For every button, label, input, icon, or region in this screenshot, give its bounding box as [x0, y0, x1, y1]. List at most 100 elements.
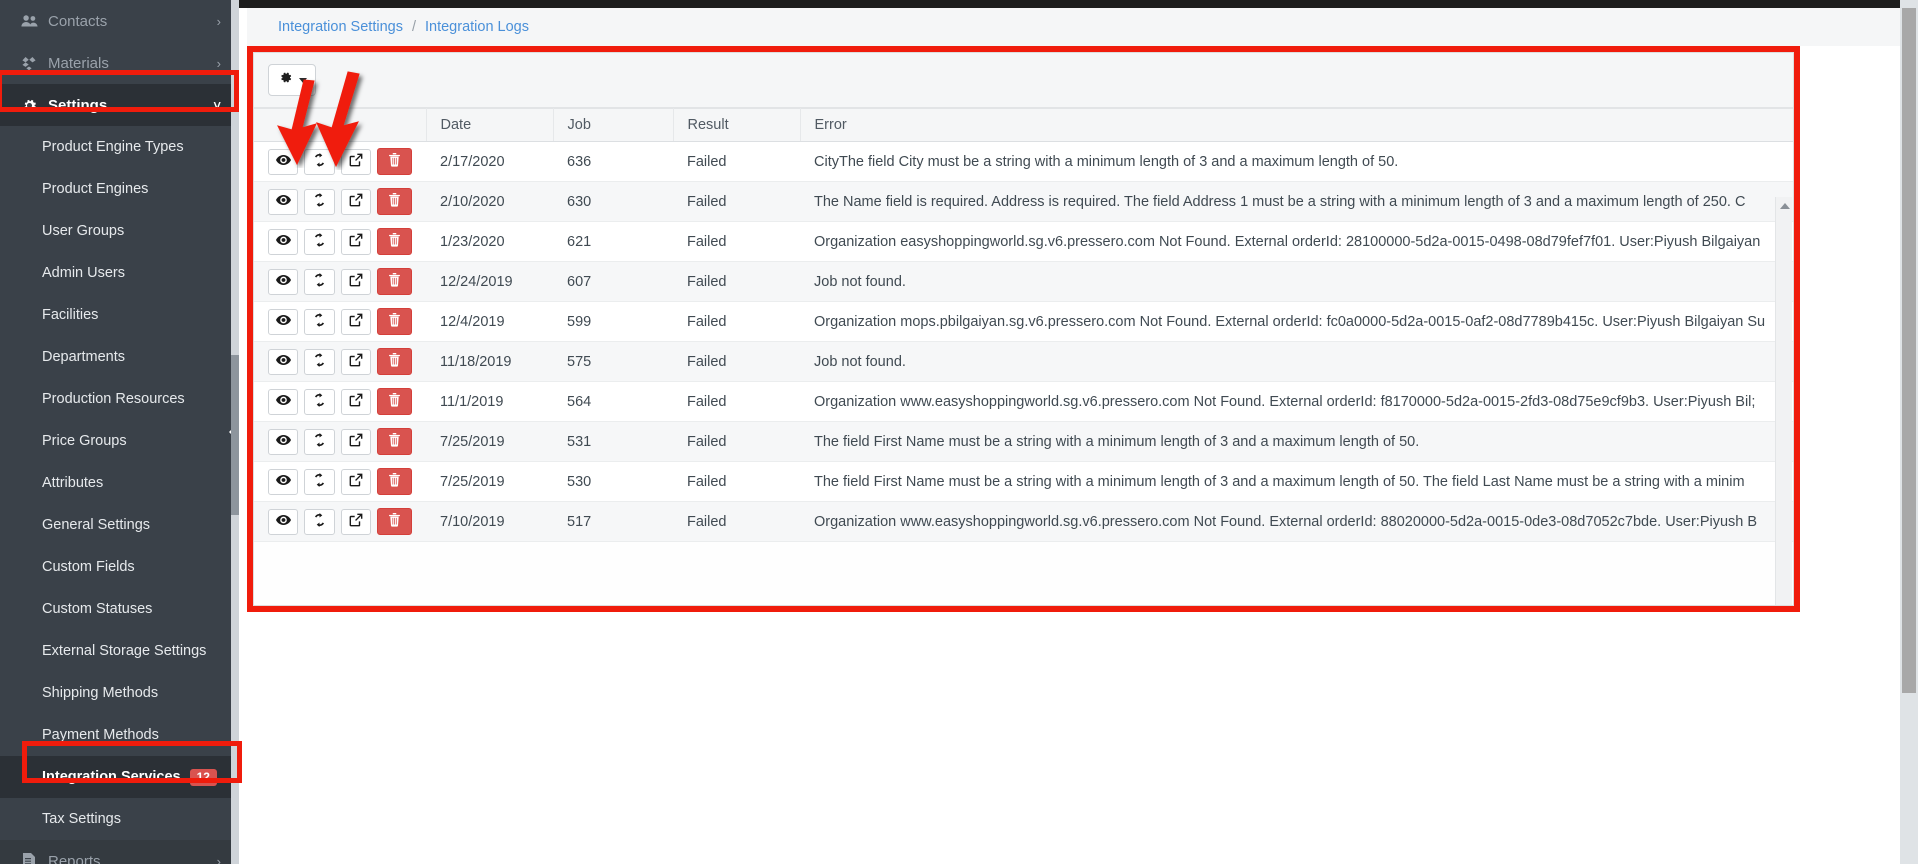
sidebar-item-label: User Groups — [42, 223, 125, 239]
cell-job: 575 — [553, 341, 673, 382]
cell-result: Failed — [673, 381, 800, 422]
view-button[interactable] — [268, 188, 299, 215]
sidebar-item-custom-fields[interactable]: Custom Fields — [0, 546, 239, 588]
col-header-error[interactable]: Error — [800, 108, 1793, 142]
page-scrollbar-thumb[interactable] — [1902, 8, 1916, 693]
table-row[interactable]: 12/24/2019 607 Failed Job not found. — [254, 261, 1793, 302]
table-row[interactable]: 7/25/2019 531 Failed The field First Name m… — [254, 421, 1793, 462]
external-link-button[interactable] — [340, 388, 371, 415]
sidebar-item-user-groups[interactable]: User Groups — [0, 210, 239, 252]
table-row[interactable]: 1/23/2020 621 Failed Organization easyshopp… — [254, 221, 1793, 262]
external-link-button[interactable] — [340, 468, 371, 495]
sidebar-group-label: Contacts — [48, 12, 108, 30]
external-link-button[interactable] — [340, 308, 371, 335]
sidebar-item-product-engines[interactable]: Product Engines — [0, 168, 239, 210]
view-icon — [275, 194, 291, 210]
breadcrumb-integration-settings[interactable]: Integration Settings — [278, 19, 403, 35]
trash-button[interactable] — [376, 388, 412, 415]
sidebar-item-production-resources[interactable]: Production Resources — [0, 378, 239, 420]
trash-icon — [388, 512, 401, 531]
external-link-button[interactable] — [340, 508, 371, 535]
sidebar-item-external-storage-settings[interactable]: External Storage Settings — [0, 630, 239, 672]
col-header-actions[interactable] — [254, 108, 427, 142]
view-button[interactable] — [268, 508, 299, 535]
sidebar-item-attributes[interactable]: Attributes — [0, 462, 239, 504]
view-button[interactable] — [268, 268, 299, 295]
trash-button[interactable] — [376, 348, 412, 375]
table-row[interactable]: 2/10/2020 630 Failed The Name field is requ… — [254, 181, 1793, 222]
trash-button[interactable] — [376, 308, 412, 335]
view-button[interactable] — [268, 388, 299, 415]
view-button[interactable] — [268, 348, 299, 375]
sidebar-item-tax-settings[interactable]: Tax Settings — [0, 798, 239, 840]
cell-date: 12/24/2019 — [426, 261, 553, 302]
refresh-button[interactable] — [304, 468, 335, 495]
sidebar-item-integration-services[interactable]: Integration Services 12 — [0, 421, 239, 798]
table-row[interactable]: 7/10/2019 517 Failed Organization www.easys… — [254, 501, 1793, 542]
sidebar-item-price-groups[interactable]: Price Groups — [0, 420, 239, 462]
refresh-button[interactable] — [304, 268, 335, 295]
table-row[interactable]: 11/1/2019 564 Failed Organization www.easys… — [254, 381, 1793, 422]
integration-logs-panel: Date Job Result Error 2/17/2020 636 Failed… — [253, 52, 1794, 606]
sidebar-group-materials[interactable]: Materials › — [0, 42, 239, 84]
table-row[interactable]: 12/4/2019 599 Failed Organization mops.pbil… — [254, 301, 1793, 342]
trash-button[interactable] — [376, 468, 412, 495]
view-button[interactable] — [268, 228, 299, 255]
view-button[interactable] — [268, 468, 299, 495]
sidebar-item-admin-users[interactable]: Admin Users — [0, 252, 239, 294]
external-link-button[interactable] — [340, 148, 371, 175]
view-button[interactable] — [268, 428, 299, 455]
external-link-button[interactable] — [340, 348, 371, 375]
sidebar-item-product-engine-types[interactable]: Product Engine Types — [0, 126, 239, 168]
sidebar-item-custom-statuses[interactable]: Custom Statuses — [0, 588, 239, 630]
breadcrumb-integration-logs[interactable]: Integration Logs — [424, 19, 529, 35]
settings-dropdown-button[interactable] — [268, 64, 316, 96]
sidebar-group-settings[interactable]: Settings ˅ — [0, 84, 239, 126]
cell-result: Failed — [673, 501, 800, 542]
sidebar-item-payment-methods[interactable]: Payment Methods — [0, 714, 239, 756]
table-row[interactable]: 11/18/2019 575 Failed Job not found. — [254, 341, 1793, 382]
refresh-button[interactable] — [304, 308, 335, 335]
table-row[interactable]: 7/25/2019 530 Failed The field First Name m… — [254, 461, 1793, 502]
external-link-button[interactable] — [340, 268, 371, 295]
external-link-button[interactable] — [340, 228, 371, 255]
table-vertical-scrollbar[interactable] — [1775, 197, 1792, 605]
materials-icon — [16, 56, 42, 71]
scroll-up-arrow-icon[interactable] — [1780, 203, 1790, 209]
external-link-button[interactable] — [340, 188, 371, 215]
row-actions-cell — [254, 421, 426, 462]
sidebar-group-contacts[interactable]: Contacts › — [0, 0, 239, 42]
sidebar-item-departments[interactable]: Departments — [0, 336, 239, 378]
sidebar-item-shipping-methods[interactable]: Shipping Methods — [0, 672, 239, 714]
trash-button[interactable] — [376, 268, 412, 295]
trash-button[interactable] — [376, 428, 412, 455]
external-link-button[interactable] — [340, 428, 371, 455]
view-button[interactable] — [268, 148, 299, 175]
col-header-result[interactable]: Result — [673, 108, 801, 142]
table-row[interactable]: 2/17/2020 636 Failed CityThe field City mus… — [254, 141, 1793, 182]
sidebar-group-reports[interactable]: Reports › — [0, 840, 239, 864]
col-header-date[interactable]: Date — [426, 108, 554, 142]
sidebar-item-general-settings[interactable]: General Settings — [0, 504, 239, 546]
trash-button[interactable] — [376, 188, 412, 215]
col-header-job[interactable]: Job — [553, 108, 674, 142]
page-scrollbar[interactable] — [1900, 0, 1918, 864]
refresh-button[interactable] — [304, 188, 335, 215]
refresh-button[interactable] — [304, 428, 335, 455]
sidebar-scrollbar-thumb[interactable] — [231, 355, 239, 515]
refresh-button[interactable] — [304, 388, 335, 415]
gear-icon — [278, 70, 293, 90]
view-button[interactable] — [268, 308, 299, 335]
refresh-button[interactable] — [304, 508, 335, 535]
refresh-button[interactable] — [304, 148, 335, 175]
cell-job: 517 — [553, 501, 673, 542]
trash-button[interactable] — [376, 508, 412, 535]
trash-button[interactable] — [376, 148, 412, 175]
cell-error: Job not found. — [800, 341, 1793, 382]
refresh-button[interactable] — [304, 348, 335, 375]
panel-toolbar — [254, 53, 1793, 108]
trash-button[interactable] — [376, 228, 412, 255]
sidebar-item-facilities[interactable]: Facilities — [0, 294, 239, 336]
sidebar-scrollbar[interactable] — [231, 0, 239, 864]
refresh-button[interactable] — [304, 228, 335, 255]
